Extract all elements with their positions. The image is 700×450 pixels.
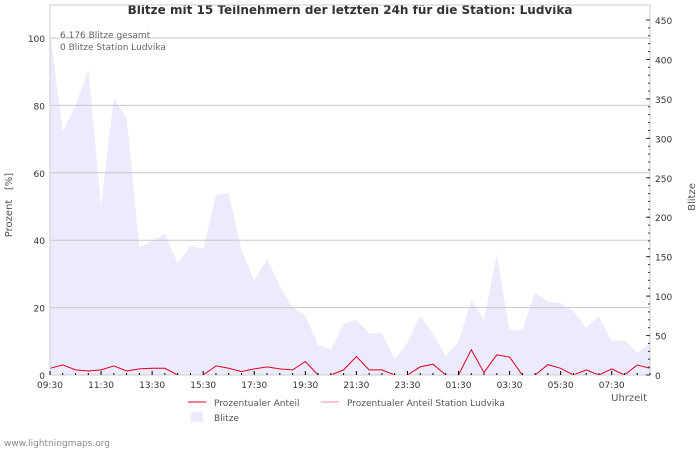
x-tick-label: 07:30 bbox=[599, 381, 625, 391]
y-right-tick-label: 250 bbox=[655, 175, 672, 185]
y-right-tick-label: 0 bbox=[655, 372, 661, 382]
x-axis-label: Uhrzeit bbox=[611, 393, 647, 404]
y-right-tick-label: 400 bbox=[655, 56, 672, 66]
blitze-area bbox=[50, 31, 650, 376]
x-tick-label: 21:30 bbox=[343, 381, 369, 391]
y-axis-left-label: Prozent [%] bbox=[4, 173, 15, 237]
x-tick-label: 11:30 bbox=[88, 381, 114, 391]
x-tick-label: 03:30 bbox=[497, 381, 523, 391]
chart-title: Blitze mit 15 Teilnehmern der letzten 24… bbox=[128, 3, 573, 17]
x-tick-label: 23:30 bbox=[394, 381, 420, 391]
y-left-tick-label: 80 bbox=[34, 102, 46, 112]
legend: Prozentualer Anteil Prozentualer Anteil … bbox=[188, 399, 505, 424]
plot-frame bbox=[49, 4, 651, 376]
annotation-station: 0 Blitze Station Ludvika bbox=[60, 43, 166, 53]
y-left-tick-label: 40 bbox=[34, 237, 46, 247]
legend-label-percent: Prozentualer Anteil bbox=[214, 399, 300, 409]
percent-line bbox=[49, 348, 651, 376]
y-right-tick-label: 200 bbox=[655, 214, 672, 224]
y-right-tick-label: 350 bbox=[655, 96, 672, 106]
legend-swatch-blitze bbox=[191, 412, 203, 422]
y-left-tick-label: 0 bbox=[39, 372, 45, 382]
y-left-tick-label: 60 bbox=[34, 170, 46, 180]
y-left-tick-label: 100 bbox=[28, 35, 45, 45]
x-tick-label: 09:30 bbox=[37, 381, 63, 391]
y-right-tick-label: 450 bbox=[655, 17, 672, 27]
y-right-tick-label: 300 bbox=[655, 135, 672, 145]
y-right-tick-label: 50 bbox=[655, 333, 667, 343]
legend-label-blitze: Blitze bbox=[214, 414, 239, 424]
legend-label-station: Prozentualer Anteil Station Ludvika bbox=[347, 399, 505, 409]
x-tick-label: 13:30 bbox=[139, 381, 165, 391]
y-right-tick-label: 100 bbox=[655, 293, 672, 303]
x-tick-label: 19:30 bbox=[292, 381, 318, 391]
x-tick-label: 05:30 bbox=[548, 381, 574, 391]
x-tick-label: 15:30 bbox=[190, 381, 216, 391]
y-axis-right-label: Blitze bbox=[687, 183, 698, 211]
x-tick-label: 01:30 bbox=[446, 381, 472, 391]
footer-site: www.lightningmaps.org bbox=[4, 439, 110, 449]
x-tick-label: 17:30 bbox=[241, 381, 267, 391]
y-left-tick-label: 20 bbox=[34, 305, 46, 315]
annotation-total: 6.176 Blitze gesamt bbox=[60, 31, 151, 41]
y-right-tick-label: 150 bbox=[655, 254, 672, 264]
